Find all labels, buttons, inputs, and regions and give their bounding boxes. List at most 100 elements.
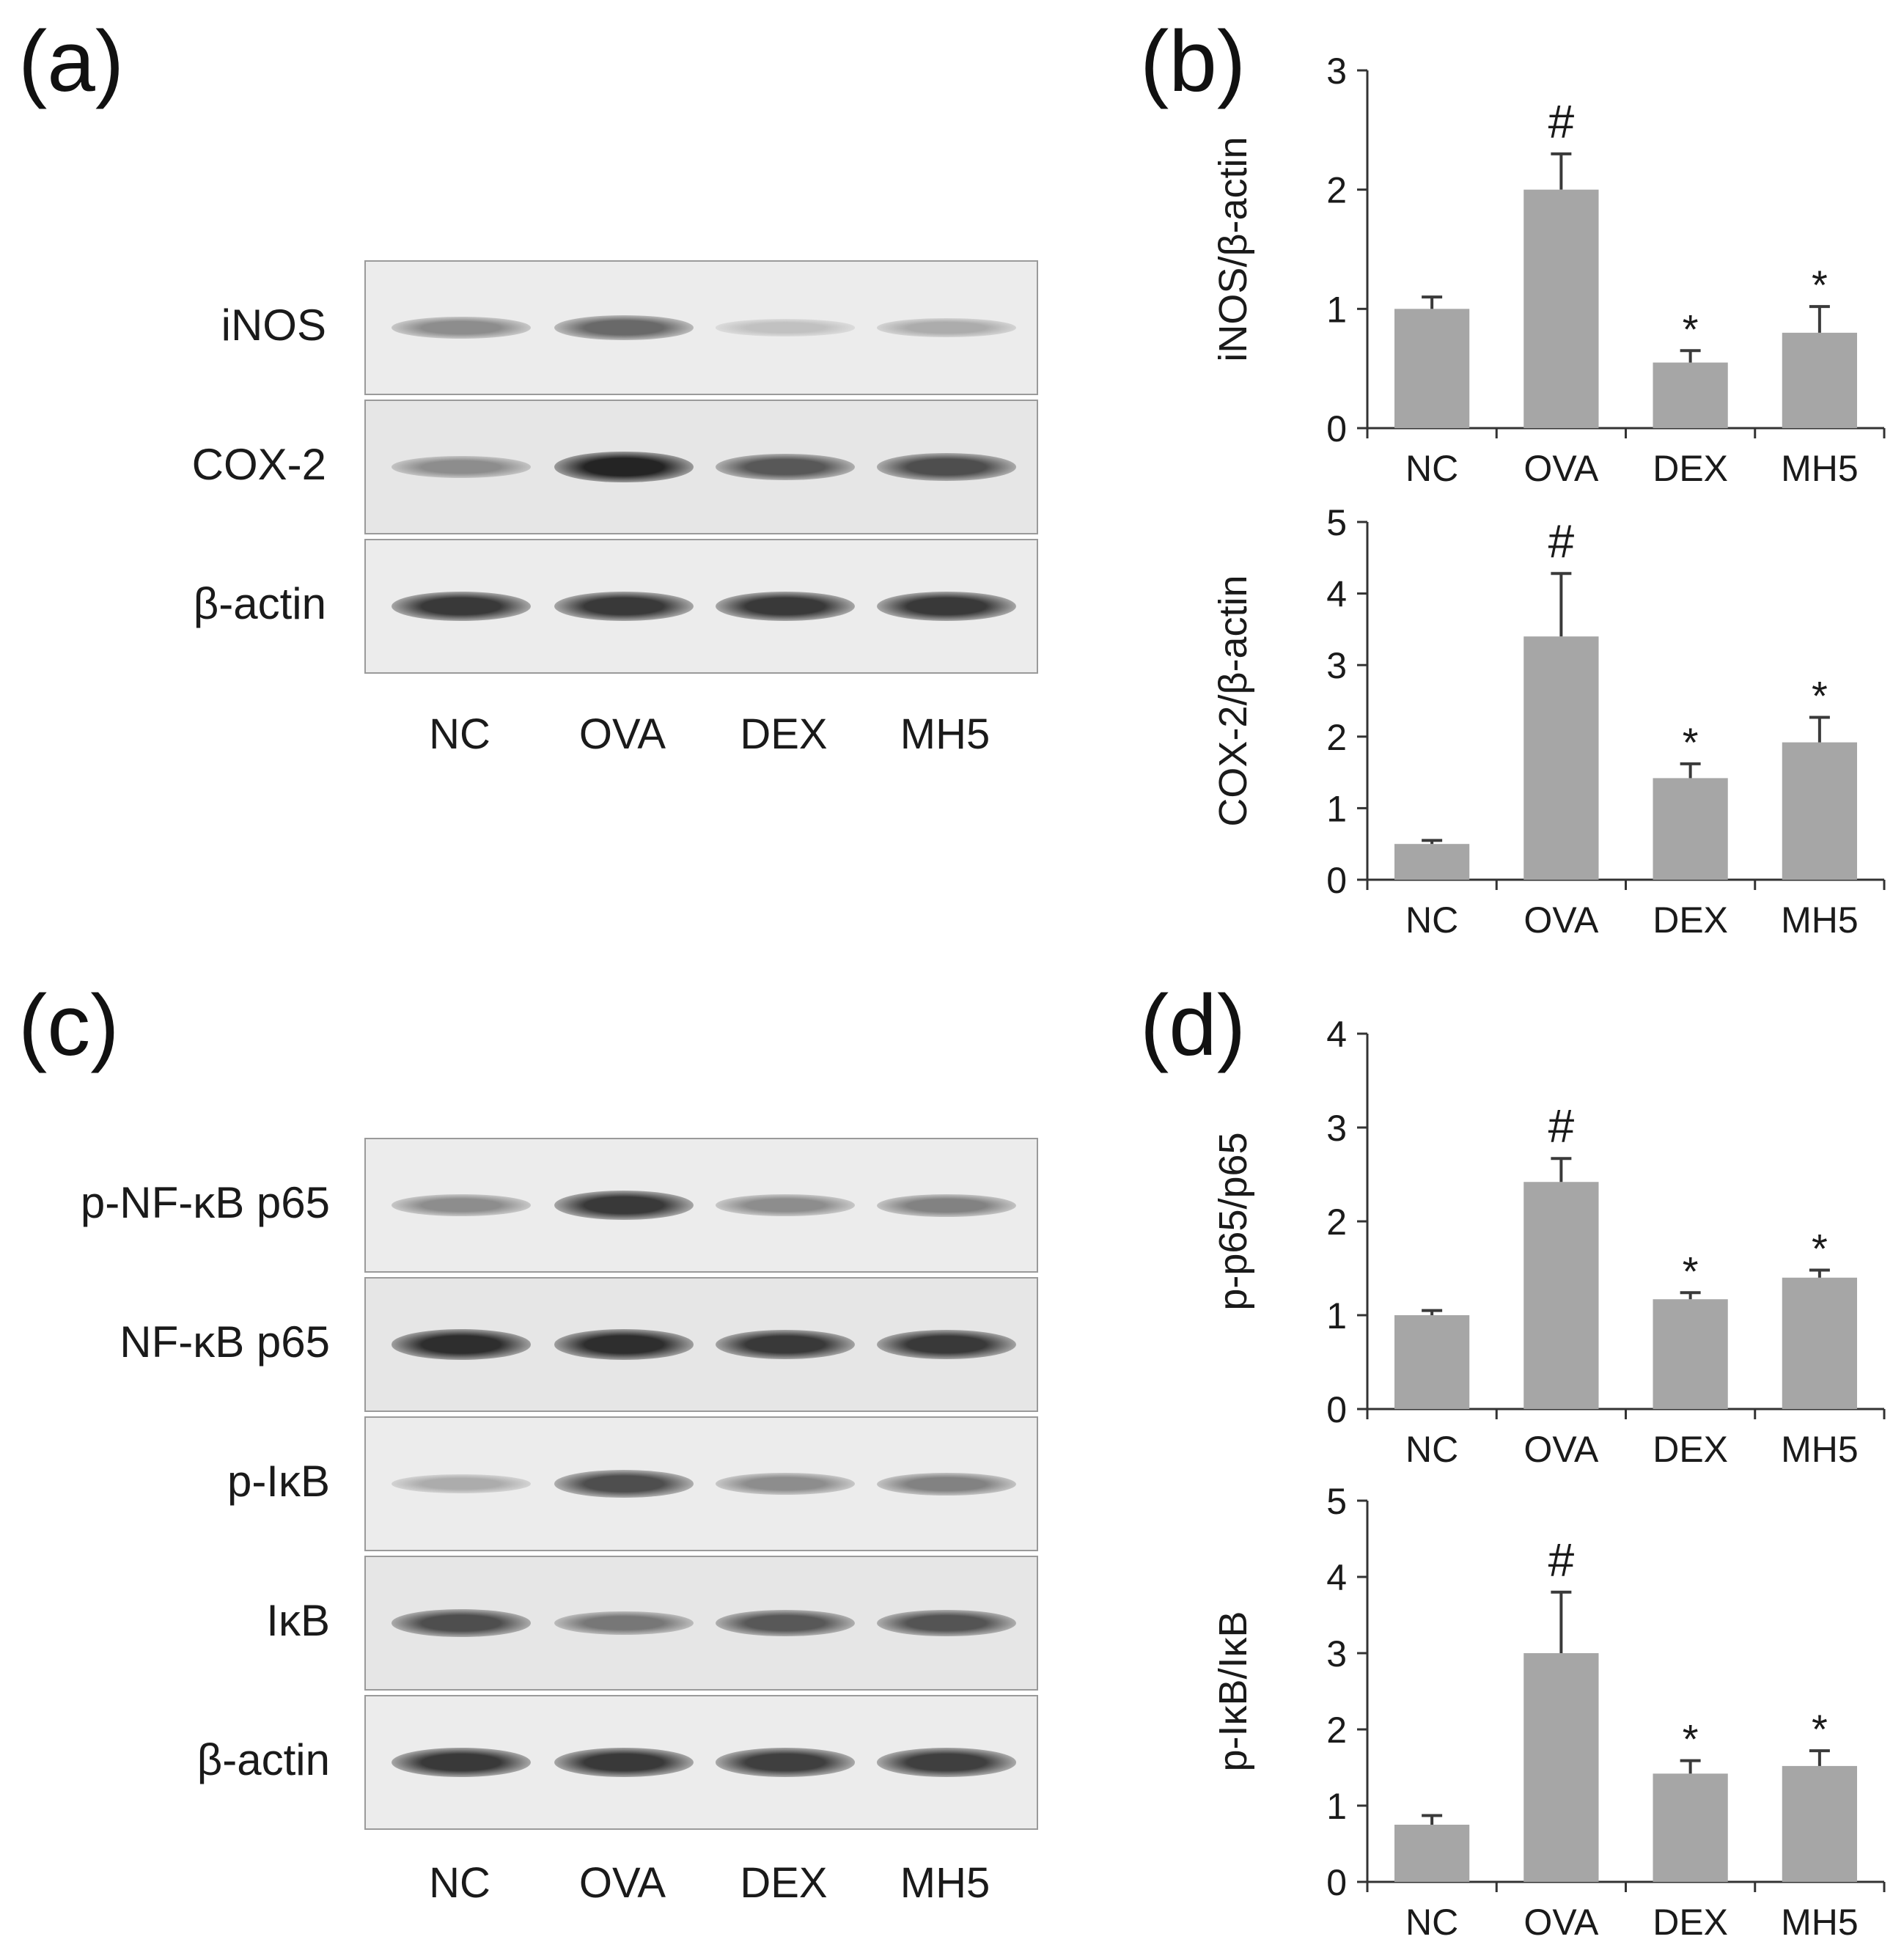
x-tick-label: MH5	[1781, 448, 1859, 489]
blot-strip	[364, 539, 1038, 674]
significance-star: *	[1812, 672, 1828, 718]
lane-label: NC	[429, 710, 490, 758]
y-tick-label: 5	[1326, 1481, 1347, 1522]
bar	[1782, 1277, 1857, 1409]
lane-label: MH5	[900, 1859, 990, 1907]
x-tick-label: DEX	[1653, 900, 1728, 941]
significance-star: *	[1683, 306, 1699, 352]
y-axis-label: iNOS/β-actin	[1211, 136, 1255, 361]
bar	[1394, 1825, 1470, 1882]
y-tick-label: 1	[1326, 1786, 1347, 1827]
significance-hash: #	[1548, 1534, 1575, 1586]
bar	[1394, 309, 1470, 428]
blot-strip	[364, 1277, 1038, 1412]
bar	[1523, 636, 1599, 880]
y-tick-label: 3	[1326, 645, 1347, 686]
x-tick-label: DEX	[1653, 1902, 1728, 1942]
bar	[1653, 1299, 1728, 1409]
blot-band	[392, 1747, 531, 1778]
bar	[1394, 844, 1470, 880]
y-tick-label: 1	[1326, 1295, 1347, 1336]
blot-strip	[364, 1416, 1038, 1551]
y-tick-label: 0	[1326, 860, 1347, 901]
blot-strip	[364, 1695, 1038, 1830]
lane-label: DEX	[740, 710, 828, 758]
x-tick-label: MH5	[1781, 1902, 1859, 1942]
blot-band	[392, 1329, 531, 1360]
blot-row-label: β-actin	[196, 1735, 330, 1784]
blot-band	[554, 1747, 694, 1778]
bar	[1523, 1182, 1599, 1409]
bar	[1782, 742, 1857, 880]
bar	[1782, 1765, 1857, 1882]
blot-band	[554, 1470, 694, 1498]
blot-band	[877, 1193, 1016, 1217]
significance-hash: #	[1548, 515, 1575, 567]
significance-star: *	[1812, 1226, 1828, 1272]
bar	[1653, 1773, 1728, 1882]
blot-band	[716, 319, 855, 336]
y-tick-label: 0	[1326, 1389, 1347, 1430]
blot-band	[716, 1748, 855, 1777]
significance-hash: #	[1548, 95, 1575, 148]
y-tick-label: 0	[1326, 408, 1347, 449]
x-tick-label: OVA	[1523, 1429, 1599, 1470]
x-tick-label: OVA	[1523, 1902, 1599, 1942]
bar	[1523, 189, 1599, 428]
blot-row-label: p-IκB	[227, 1457, 330, 1506]
panel-label-c: (c)	[18, 977, 120, 1074]
blot-band	[716, 1194, 855, 1216]
blot-band	[716, 1329, 855, 1360]
bar-chart-ikb: 0 1 2 3 4 5 NC OVA # DEX * MH5 * p-IκB/IκB	[1211, 1481, 1886, 1942]
lane-label: OVA	[578, 1859, 666, 1907]
y-tick-label: 1	[1326, 289, 1347, 330]
significance-star: *	[1683, 719, 1699, 765]
y-tick-label: 2	[1326, 717, 1347, 758]
y-tick-label: 1	[1326, 788, 1347, 829]
blot-band	[716, 453, 855, 481]
bar	[1782, 332, 1857, 428]
lane-label: DEX	[740, 1859, 828, 1907]
significance-star: *	[1812, 1706, 1828, 1752]
x-tick-label: NC	[1405, 1429, 1458, 1470]
y-axis-label: p-p65/p65	[1211, 1132, 1255, 1310]
bar-chart-p65: 0 1 2 3 4 NC OVA # DEX * MH5 * p-p65/p65	[1211, 1014, 1886, 1470]
lane-label: MH5	[900, 710, 990, 758]
blot-band	[877, 1329, 1016, 1360]
blot-strip	[364, 1556, 1038, 1691]
blot-band	[554, 1329, 694, 1360]
y-tick-label: 3	[1326, 51, 1347, 92]
panel-label-d: (d)	[1140, 977, 1246, 1074]
y-axis-label: p-IκB/IκB	[1211, 1611, 1255, 1771]
bar	[1523, 1653, 1599, 1882]
blot-row-label: p-NF-κB p65	[80, 1178, 330, 1227]
y-axis-label: COX-2/β-actin	[1211, 575, 1255, 826]
blot-strip	[364, 260, 1038, 395]
blot-band	[877, 1472, 1016, 1496]
blot-band	[392, 1609, 531, 1637]
x-tick-label: DEX	[1653, 1429, 1728, 1470]
bar-chart-cox2: 0 1 2 3 4 5 NC OVA # DEX * MH5 * COX-2/β-actin	[1211, 502, 1886, 941]
blot-band	[392, 1474, 531, 1493]
lane-label: OVA	[578, 710, 666, 758]
x-tick-label: MH5	[1781, 900, 1859, 941]
significance-star: *	[1812, 262, 1828, 308]
blot-band	[716, 591, 855, 622]
blot-band	[716, 1609, 855, 1637]
significance-hash: #	[1548, 1100, 1575, 1152]
blot-band	[392, 591, 531, 622]
blot-band	[554, 1190, 694, 1221]
y-tick-label: 5	[1326, 502, 1347, 543]
blot-band	[877, 453, 1016, 481]
blot-row-label: iNOS	[221, 301, 326, 350]
blot-row-label: COX-2	[191, 440, 326, 489]
panel-label-b: (b)	[1140, 13, 1246, 110]
x-tick-label: DEX	[1653, 448, 1728, 489]
blot-band	[554, 315, 694, 341]
blot-row-label: IκB	[266, 1596, 330, 1645]
blot-band	[392, 1194, 531, 1216]
y-tick-label: 2	[1326, 1710, 1347, 1751]
blot-band	[877, 318, 1016, 337]
blot-band	[554, 591, 694, 622]
significance-star: *	[1683, 1716, 1699, 1762]
